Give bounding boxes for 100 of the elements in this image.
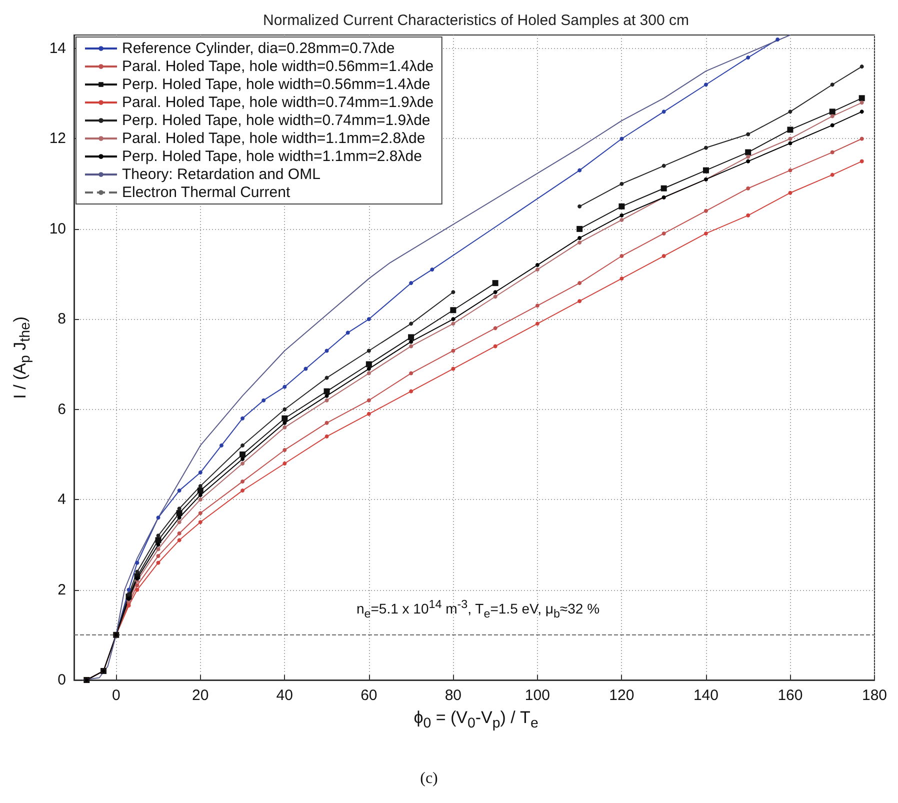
legend-label: Perp. Holed Tape, hole width=0.56mm=1.4λde <box>122 76 430 93</box>
point <box>198 493 202 498</box>
point <box>409 389 414 394</box>
point <box>578 281 582 286</box>
point <box>662 254 666 258</box>
x-tick-label: 140 <box>693 687 718 704</box>
y-tick-label: 4 <box>58 491 66 508</box>
text: (c) <box>419 770 439 788</box>
point <box>219 443 224 448</box>
point <box>126 604 131 608</box>
text: n$_{e}$=5.1 x 10$^{14}$ m$^{-3}$, T$_{e}$=1.5 eV, μ$_{b}$≈32 % <box>356 598 600 620</box>
point <box>198 484 202 488</box>
point <box>240 416 245 420</box>
point <box>493 290 498 294</box>
point <box>746 186 750 190</box>
point <box>240 488 245 493</box>
point <box>788 110 792 114</box>
point <box>620 276 624 281</box>
point <box>535 268 540 272</box>
legend-label: Paral. Holed Tape, hole width=0.56mm=1.4λde <box>122 58 434 75</box>
point <box>662 231 666 236</box>
point <box>493 294 498 299</box>
point <box>177 538 182 542</box>
point <box>535 322 540 326</box>
point <box>535 304 540 308</box>
point <box>177 520 182 524</box>
point <box>830 150 834 154</box>
point <box>704 231 708 236</box>
y-tick-label: 12 <box>49 130 66 148</box>
point <box>282 384 287 389</box>
point <box>177 516 182 520</box>
point <box>324 434 329 438</box>
point <box>198 470 202 475</box>
legend-label: Perp. Holed Tape, hole width=1.1mm=2.8λde <box>122 148 422 165</box>
point <box>493 326 498 330</box>
x-axis-title: ϕ$_{0}$ = (V$_{0}$-V$_{p}$) / T$_{e}$ <box>412 708 540 732</box>
point <box>860 100 864 105</box>
point <box>830 123 834 128</box>
point <box>858 95 865 102</box>
point <box>662 164 666 168</box>
point <box>324 394 329 398</box>
point <box>366 412 371 416</box>
point <box>282 425 287 430</box>
point <box>282 420 287 425</box>
point <box>409 344 414 348</box>
point <box>451 366 456 371</box>
point <box>198 520 202 524</box>
point <box>702 167 709 174</box>
point <box>156 542 160 547</box>
point <box>324 376 329 380</box>
point <box>156 560 160 565</box>
point <box>126 596 131 601</box>
x-tick-label: 180 <box>862 687 887 704</box>
point <box>366 361 372 368</box>
legend-label: Reference Cylinder, dia=0.28mm=0.7λde <box>122 40 395 57</box>
y-tick-label: 6 <box>58 400 66 418</box>
point <box>788 141 792 146</box>
point <box>451 290 456 294</box>
point <box>409 371 414 376</box>
point <box>240 451 246 458</box>
point <box>304 366 308 371</box>
x-tick-label: 0 <box>112 687 120 704</box>
x-tick-label: 40 <box>276 687 293 704</box>
point <box>746 132 750 136</box>
point <box>788 168 792 172</box>
point <box>135 583 140 588</box>
point <box>830 82 834 87</box>
point <box>177 488 182 493</box>
point <box>198 498 202 502</box>
point <box>746 159 750 164</box>
legend-label: Electron Thermal Current <box>122 184 291 201</box>
x-tick-label: 80 <box>444 687 462 704</box>
point <box>620 218 624 222</box>
point <box>156 554 160 558</box>
point <box>240 480 245 484</box>
point <box>282 461 287 466</box>
point <box>177 531 182 536</box>
point <box>829 108 836 115</box>
point <box>282 415 288 422</box>
point <box>618 203 625 210</box>
chart-title: Normalized Current Characteristics of Holed Samples at 300 cm <box>262 12 690 29</box>
point <box>830 172 834 177</box>
point <box>197 488 204 494</box>
point <box>746 213 750 218</box>
point <box>620 213 624 218</box>
legend-label: Perp. Holed Tape, hole width=0.74mm=1.9λde <box>122 112 430 129</box>
x-tick-label: 20 <box>192 687 209 704</box>
point <box>198 511 202 516</box>
point <box>745 149 752 156</box>
point <box>787 126 794 133</box>
point <box>620 254 624 258</box>
point <box>409 281 414 286</box>
point <box>788 190 792 195</box>
point <box>788 136 792 141</box>
point <box>240 461 245 466</box>
point <box>620 182 624 186</box>
point <box>324 398 329 402</box>
point <box>704 208 708 213</box>
point <box>156 516 160 520</box>
point <box>578 236 582 240</box>
